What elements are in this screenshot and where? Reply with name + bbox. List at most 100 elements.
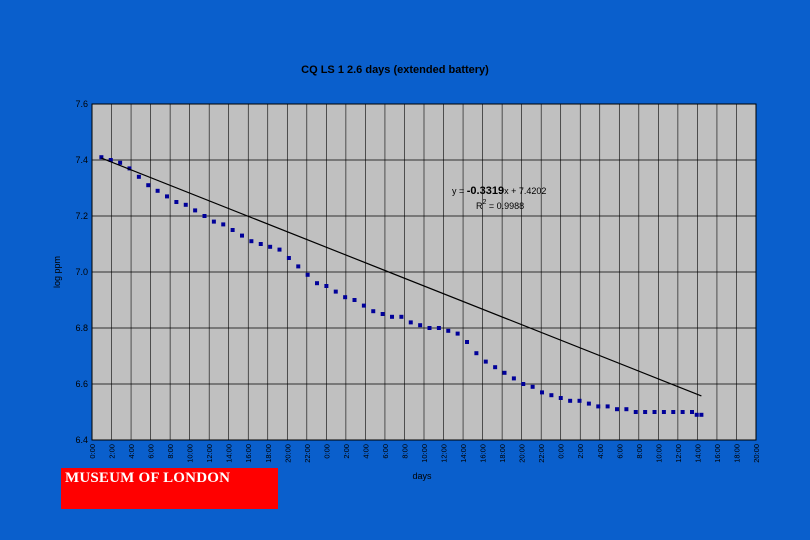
data-point xyxy=(427,326,432,330)
x-tick-label: 10:00 xyxy=(420,444,429,463)
x-tick-label: 20:00 xyxy=(283,444,292,463)
x-tick-label: 2:00 xyxy=(108,444,117,459)
data-point xyxy=(305,272,310,277)
data-point xyxy=(296,264,301,269)
y-tick-label: 6.4 xyxy=(75,435,88,445)
trendline-equation-suffix: x + 7.4202 xyxy=(504,186,546,196)
data-point xyxy=(633,410,638,414)
data-point xyxy=(286,256,291,260)
museum-of-london-logo: MUSEUM OF LONDON xyxy=(61,468,278,509)
y-tick-label: 7.4 xyxy=(75,155,88,165)
data-point xyxy=(99,155,104,160)
data-point xyxy=(343,295,348,300)
data-point xyxy=(474,351,479,356)
data-point xyxy=(455,331,460,336)
data-point xyxy=(568,398,573,403)
data-point xyxy=(418,323,423,328)
x-tick-label: 14:00 xyxy=(693,444,702,463)
x-tick-label: 14:00 xyxy=(459,444,468,463)
data-point xyxy=(315,281,320,286)
trendline-equation: y = -0.3319x + 7.4202 xyxy=(452,185,546,197)
x-tick-label: 0:00 xyxy=(322,444,331,459)
y-tick-label: 7.6 xyxy=(75,99,88,109)
data-point xyxy=(511,376,516,381)
trendline-r2-prefix: R xyxy=(476,201,483,211)
x-tick-label: 8:00 xyxy=(166,444,175,459)
data-point xyxy=(390,314,395,319)
data-point xyxy=(577,398,582,403)
data-point xyxy=(118,160,123,165)
logo-text: MUSEUM OF LONDON xyxy=(65,470,231,486)
x-tick-label: 4:00 xyxy=(127,444,136,459)
trendline-r2-exp: 2 xyxy=(483,199,487,206)
data-point xyxy=(333,289,338,294)
data-point xyxy=(615,407,620,412)
data-point xyxy=(671,410,676,414)
data-point xyxy=(483,359,488,364)
data-point xyxy=(502,370,507,375)
x-tick-label: 22:00 xyxy=(537,444,546,463)
data-point xyxy=(277,247,282,252)
x-axis-label: days xyxy=(412,471,432,481)
x-tick-label: 18:00 xyxy=(264,444,273,463)
data-point xyxy=(465,340,470,344)
trendline xyxy=(101,157,702,397)
x-tick-label: 12:00 xyxy=(205,444,214,463)
data-point xyxy=(230,228,235,232)
x-tick-label: 6:00 xyxy=(615,444,624,459)
y-axis: 6.4 6.6 6.8 7.0 7.2 7.4 7.6 xyxy=(75,99,88,445)
x-tick-label: 4:00 xyxy=(361,444,370,459)
data-point xyxy=(165,194,170,199)
x-tick-label: 12:00 xyxy=(440,444,449,463)
x-tick-label: 8:00 xyxy=(635,444,644,459)
x-tick-label: 16:00 xyxy=(244,444,253,463)
x-tick-label: 16:00 xyxy=(479,444,488,463)
data-point xyxy=(249,239,254,244)
x-tick-label: 14:00 xyxy=(225,444,234,463)
data-point xyxy=(324,284,329,288)
trendline-r2-value: = 0.9988 xyxy=(486,201,524,211)
x-tick-label: 6:00 xyxy=(147,444,156,459)
trendline-equation-prefix: y = xyxy=(452,186,467,196)
data-point xyxy=(146,183,151,188)
x-tick-label: 0:00 xyxy=(557,444,566,459)
x-tick-label: 12:00 xyxy=(674,444,683,463)
data-point xyxy=(127,166,132,171)
y-tick-label: 6.8 xyxy=(75,323,88,333)
data-point xyxy=(240,233,245,238)
x-tick-label: 0:00 xyxy=(88,444,97,459)
y-tick-label: 7.0 xyxy=(75,267,88,277)
x-tick-label: 6:00 xyxy=(381,444,390,459)
data-point xyxy=(493,365,498,370)
x-tick-label: 8:00 xyxy=(400,444,409,459)
x-tick-label: 2:00 xyxy=(342,444,351,459)
trendline-equation-slope: -0.3319 xyxy=(467,185,504,197)
data-point xyxy=(521,382,526,386)
data-point xyxy=(596,404,601,409)
data-point xyxy=(605,404,610,409)
data-point xyxy=(680,410,685,414)
x-axis: 0:00 2:00 4:00 6:00 8:00 10:00 12:00 14:00 16:00… xyxy=(88,444,761,463)
data-point xyxy=(221,222,226,227)
data-point xyxy=(371,309,376,314)
x-tick-label: 4:00 xyxy=(596,444,605,459)
data-point xyxy=(108,158,113,162)
y-axis-label: log ppm xyxy=(52,256,62,288)
data-series xyxy=(99,155,704,417)
data-point xyxy=(258,242,263,246)
data-point xyxy=(558,396,563,400)
data-point xyxy=(202,214,207,218)
data-point xyxy=(643,410,648,414)
data-point xyxy=(268,244,273,249)
x-tick-label: 18:00 xyxy=(498,444,507,463)
x-tick-label: 18:00 xyxy=(732,444,741,463)
x-tick-label: 10:00 xyxy=(654,444,663,463)
y-tick-label: 7.2 xyxy=(75,211,88,221)
trendline-r2: R2 = 0.9988 xyxy=(476,199,524,211)
data-point xyxy=(652,410,657,414)
data-point xyxy=(661,410,666,414)
x-tick-label: 22:00 xyxy=(303,444,312,463)
y-tick-label: 6.6 xyxy=(75,379,88,389)
data-point xyxy=(183,202,188,207)
